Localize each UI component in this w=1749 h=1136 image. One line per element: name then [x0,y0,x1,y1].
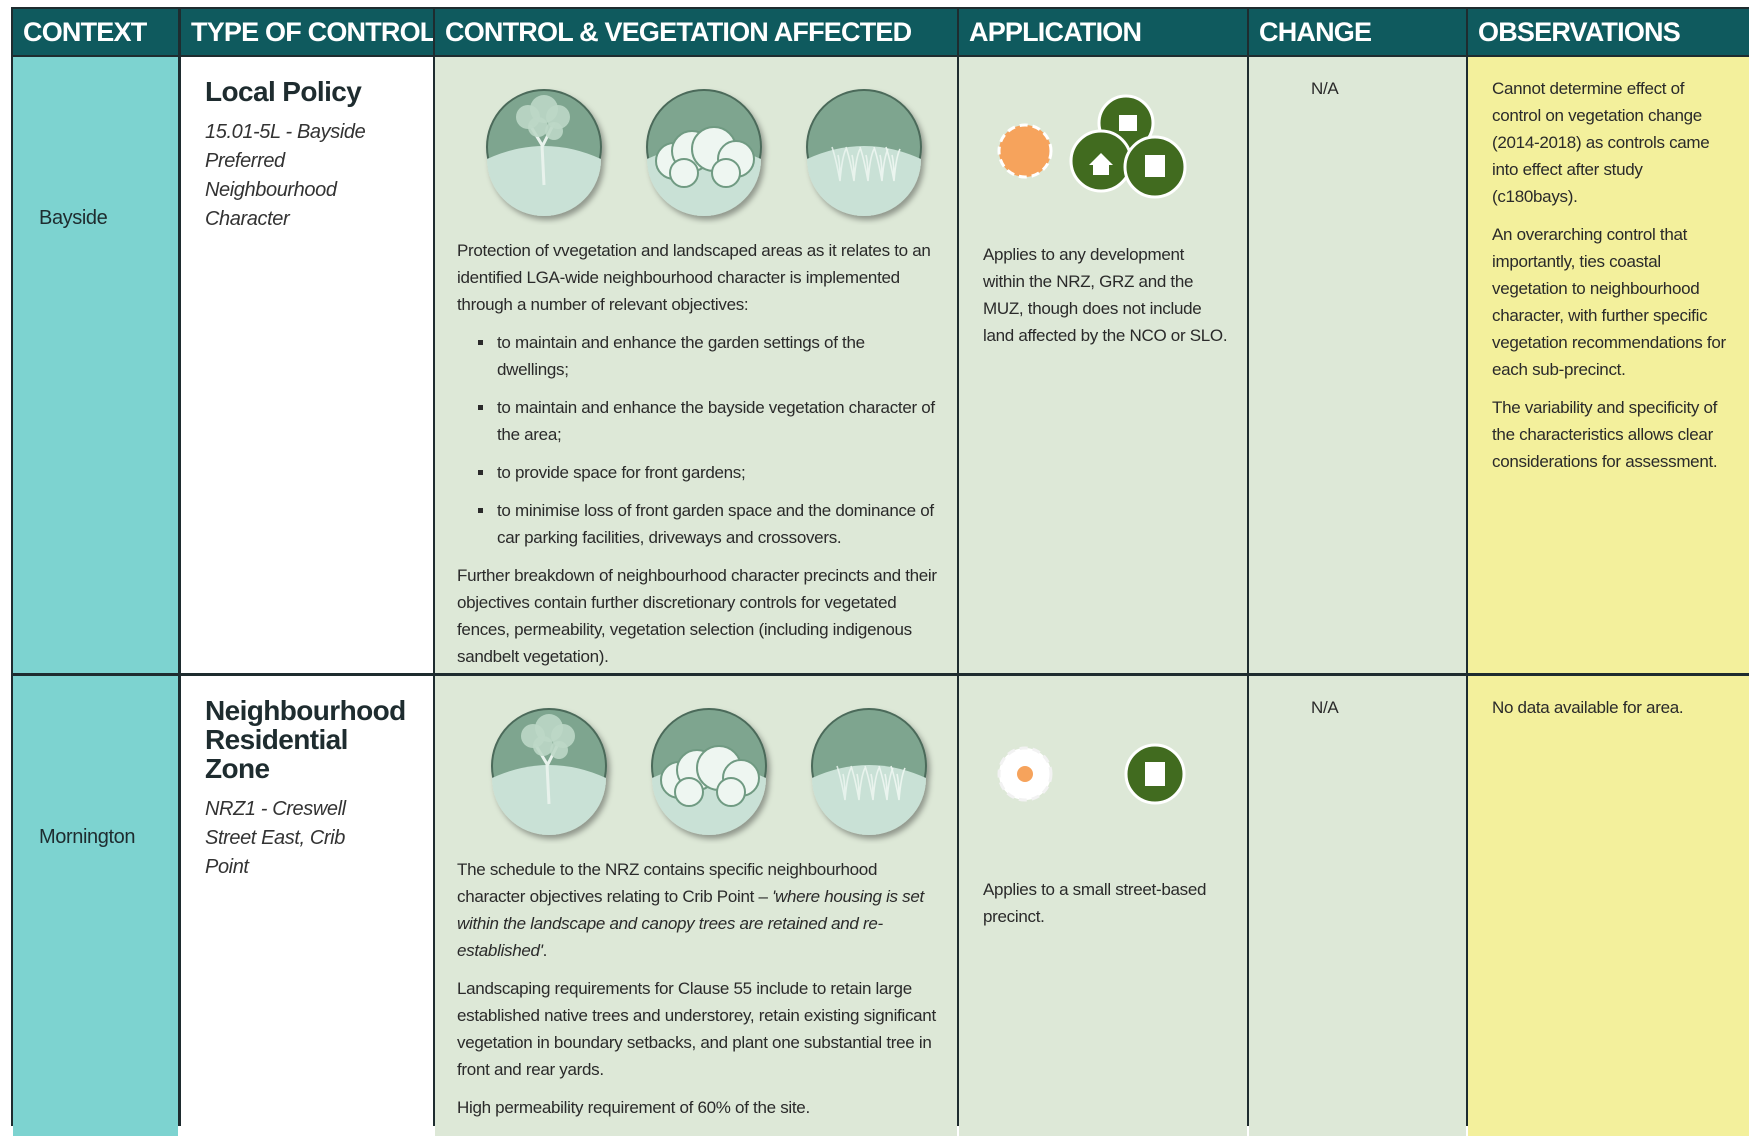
application-icons [997,743,1186,805]
control-type-cell: Neighbourhood Residential Zone NRZ1 - Cre… [181,676,433,1136]
scope-dot [1017,766,1033,782]
observations-cell: Cannot determine effect of control on ve… [1468,57,1749,673]
bullet-list: to maintain and enhance the garden setti… [457,329,937,551]
text: . [542,941,548,960]
icon [486,89,602,216]
column-header: CHANGE [1249,9,1466,55]
bullet: to maintain and enhance the garden setti… [495,329,937,383]
control-text: The schedule to the NRZ contains specifi… [457,856,937,1121]
context-label: Bayside [39,207,108,229]
vegetation-icons [491,708,927,835]
column-header: TYPE OF CONTROL [181,9,433,55]
icon [646,89,762,216]
paragraph: High permeability requirement of 60% of … [457,1094,937,1121]
house [1089,153,1113,175]
observation: Cannot determine effect of control on ve… [1492,79,1710,206]
change: N/A [1311,698,1339,717]
observations-cell: No data available for area. [1468,676,1749,1136]
change-cell: N/A [1249,57,1466,673]
column-header: OBSERVATIONS [1468,9,1749,55]
shop [1119,115,1137,131]
column-header: APPLICATION [959,9,1247,55]
grass [850,765,866,801]
column-header: CONTROL & VEGETATION AFFECTED [435,9,957,55]
foliage [533,736,553,756]
building [1145,155,1165,177]
control-text: Protection of vvegetation and landscaped… [457,237,937,670]
scope-dot [997,123,1053,179]
column-header: CONTEXT [13,9,178,55]
table: CONTEXT TYPE OF CONTROL CONTROL & VEGETATI… [11,7,1749,1136]
paragraph: Further breakdown of neighbourhood chara… [457,566,937,666]
quote: 'where housing is set within the landsca… [457,887,924,960]
grass [836,765,852,801]
vegetation-icons [486,89,922,216]
grass [831,146,847,182]
shrub [674,777,704,807]
observation: No data available for area. [1492,698,1684,717]
change-cell: N/A [1249,676,1466,1136]
change: N/A [1311,79,1339,98]
control-type: Neighbourhood Residential Zone [205,695,406,784]
control-ref: 15.01-5L - Bayside Preferred Neighbourho… [205,121,366,230]
control-cell: The schedule to the NRZ contains specifi… [435,676,957,1136]
grass [890,765,906,801]
observation: An overarching control that importantly,… [1492,225,1726,379]
ground [807,146,921,216]
paragraph: Protection of vvegetation and landscaped… [457,237,937,318]
icon [491,708,607,835]
shrub [711,158,741,188]
icon [806,89,922,216]
grass [885,146,901,182]
application-cell: Applies to a small street-based precinct… [959,676,1247,1136]
context-cell: Bayside [13,57,178,673]
text: The schedule to the NRZ contains specifi… [457,860,878,906]
grass [845,146,861,182]
control-ref: NRZ1 - Creswell Street East, Crib Point [205,798,346,878]
control-type: Local Policy [205,76,362,107]
bullet: to minimise loss of front garden space a… [495,497,937,551]
text: High permeability requirement of 60% of … [457,1098,810,1117]
bullet: to provide space for front gardens; [495,459,937,486]
foliage [528,117,548,137]
grass [859,146,875,182]
building [1145,762,1165,786]
application: Applies to any development within the NR… [983,245,1228,345]
application-cell: Applies to any development within the NR… [959,57,1247,673]
text: Protection of vvegetation and landscaped… [457,241,931,314]
paragraph: Landscaping requirements for Clause 55 i… [457,975,937,1083]
application-icons [997,94,1187,199]
icon [811,708,927,835]
observation: The variability and specificity of the c… [1492,398,1718,471]
application: Applies to a small street-based precinct… [983,880,1207,926]
context-label: Mornington [39,826,136,848]
icon [651,708,767,835]
foliage [550,741,568,759]
control-cell: Protection of vvegetation and landscaped… [435,57,957,673]
shrub [669,158,699,188]
control-type-cell: Local Policy 15.01-5L - Bayside Preferred… [181,57,433,673]
context-cell: Mornington [13,676,178,1136]
foliage [545,122,563,140]
ground [812,765,926,835]
bullet: to maintain and enhance the bayside vege… [495,394,937,448]
grass [864,765,880,801]
text: Landscaping requirements for Clause 55 i… [457,979,936,1079]
shrub [716,777,746,807]
paragraph: The schedule to the NRZ contains specifi… [457,856,937,964]
